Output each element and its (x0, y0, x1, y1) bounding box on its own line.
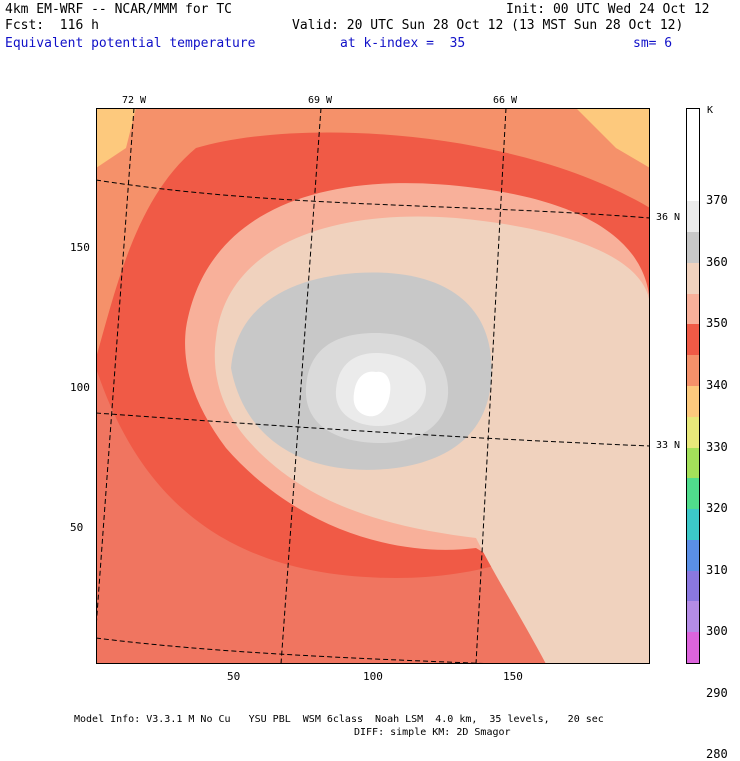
model-title: 4km EM-WRF -- NCAR/MMM for TC (5, 2, 232, 17)
theta-e-field-map (96, 108, 650, 664)
colorbar-label: 290 (706, 685, 728, 700)
meridian-69w (280, 108, 322, 664)
colorbar-label: 350 (706, 316, 728, 331)
parallel-36n (96, 179, 650, 219)
field-name: Equivalent potential temperature (5, 36, 256, 51)
meridian-72w (96, 108, 135, 629)
x-tick-100: 100 (363, 670, 383, 683)
diffusion-info: DIFF: simple KM: 2D Smagor (354, 727, 511, 738)
colorbar-label: 300 (706, 624, 728, 639)
lat-lon-grid (96, 108, 650, 664)
plot-border (96, 108, 650, 664)
parallel-30n (96, 637, 497, 664)
lat-label-33n: 33 N (656, 440, 681, 451)
y-tick-150: 150 (70, 241, 90, 254)
field-band-320-corner-tl (96, 108, 136, 168)
x-tick-150: 150 (503, 670, 523, 683)
y-tick-100: 100 (70, 381, 90, 394)
colorbar-cell (687, 386, 699, 418)
colorbar-cell (687, 539, 699, 572)
storm-eye (353, 371, 391, 417)
colorbar-label: 330 (706, 439, 728, 454)
colorbar-label: 320 (706, 501, 728, 516)
forecast-hour: Fcst: 116 h (5, 18, 99, 33)
meridian-66w (475, 108, 507, 664)
colorbar-cell (687, 262, 699, 295)
colorbar-unit: K (707, 105, 714, 116)
colorbar-cell (687, 570, 699, 602)
colorbar-cell (687, 232, 699, 264)
k-index: at k-index = 35 (340, 36, 466, 51)
smoothing-label: sm= 6 (633, 36, 673, 51)
colorbar-label: 360 (706, 254, 728, 269)
colorbar-cell (687, 170, 699, 202)
x-tick-50: 50 (227, 670, 241, 683)
field-band-320-corner-tr (576, 108, 650, 168)
colorbar-label: 340 (706, 378, 728, 392)
colorbar-cell (687, 324, 699, 356)
colorbar-cell (687, 632, 699, 664)
y-tick-50: 50 (70, 521, 84, 534)
colorbar-label: 280 (706, 747, 728, 761)
colorbar-cell (687, 601, 699, 633)
colorbar-label: 310 (706, 562, 728, 577)
colorbar (686, 108, 700, 664)
model-info: Model Info: V3.3.1 M No Cu YSU PBL WSM 6… (74, 714, 604, 725)
colorbar-cell (687, 416, 699, 449)
colorbar-cell (687, 509, 699, 541)
colorbar-cell (687, 139, 699, 172)
lon-label-72w: 72 W (122, 95, 147, 106)
colorbar-label: 370 (706, 193, 728, 208)
colorbar-cell (687, 293, 699, 325)
lon-label-69w: 69 W (308, 95, 333, 106)
colorbar-cell (687, 109, 699, 141)
colorbar-cell (687, 447, 699, 479)
colorbar-cell (687, 355, 699, 387)
valid-time: Valid: 20 UTC Sun 28 Oct 12 (13 MST Sun … (292, 18, 684, 33)
lat-label-36n: 36 N (656, 212, 681, 223)
colorbar-cell (687, 201, 699, 233)
parallel-33n (96, 412, 650, 447)
init-time: Init: 00 UTC Wed 24 Oct 12 (506, 2, 710, 17)
lon-label-66w: 66 W (493, 95, 518, 106)
colorbar-cell (687, 478, 699, 510)
